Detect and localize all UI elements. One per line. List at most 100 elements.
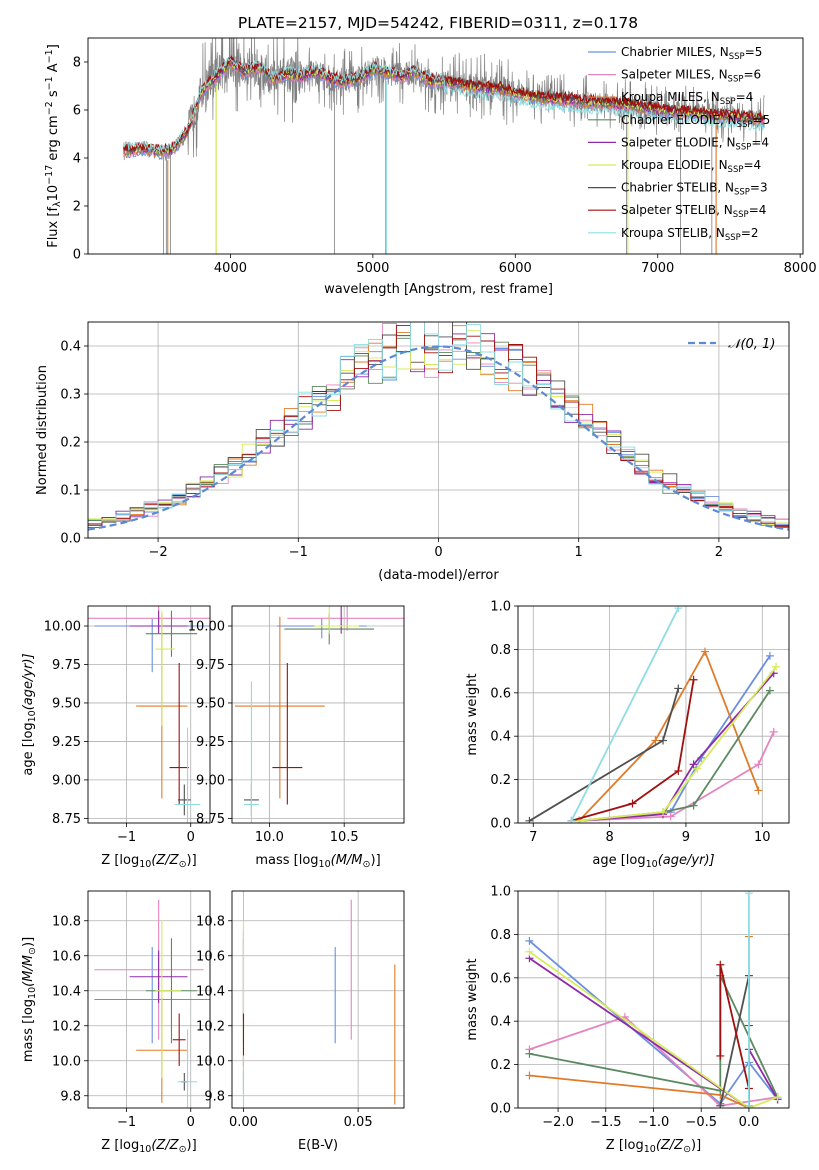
series-marker — [674, 606, 683, 613]
series-marker — [765, 651, 774, 660]
y-tick-label: 9.75 — [196, 658, 225, 673]
series-marker — [659, 736, 668, 745]
series-line — [570, 607, 680, 822]
error-bar-point — [276, 618, 367, 639]
x-tick-label: −2 — [149, 545, 168, 560]
error-bar-point — [129, 950, 188, 1003]
series-marker — [716, 1101, 725, 1108]
error-bar-point — [174, 727, 201, 823]
error-bar-point — [177, 1029, 198, 1108]
spectrum-panel: 4000 5000 6000 7000 8000 0 2 4 6 8 Chabrier MILES,… — [44, 37, 817, 297]
x-axis-label: Z [log10(Z/Z⊙)] — [606, 1138, 701, 1155]
series-marker — [659, 808, 668, 817]
y-tick-label: 10.0 — [196, 1054, 225, 1069]
series-line — [529, 936, 750, 1108]
series-marker — [567, 816, 576, 823]
error-bar-point — [243, 681, 259, 823]
y-tick-label: 10.4 — [52, 984, 81, 999]
y-tick-label: 4 — [73, 152, 81, 167]
age-vs-mass-panel: 10.0 10.5 8.75 9.00 9.25 9.50 9.75 10.00 mass [l… — [188, 605, 405, 870]
series-marker — [674, 684, 683, 693]
series-line — [528, 940, 779, 1106]
y-tick-label: 10.2 — [196, 1019, 225, 1034]
y-tick-label: 0.4 — [60, 340, 81, 355]
series-marker — [689, 801, 698, 810]
axes-frame — [87, 890, 211, 1109]
y-axis-label: mass weight — [465, 958, 480, 1040]
error-bar-point — [155, 610, 175, 727]
series-marker — [701, 647, 710, 656]
y-tick-label: 9.8 — [204, 1089, 225, 1104]
plot-area — [94, 899, 210, 1108]
residual-histogram-panel: −2 −1 0 1 2 0.0 0.1 0.2 0.3 0.4 𝒩(0, 1) (data-model… — [35, 321, 790, 583]
mass-weight-vs-metallicity-panel: −2.0 −1.5 −1.0 −0.5 0.0 0.0 0.2 0.4 0.6 0.8 1.0 Z [… — [465, 885, 790, 1155]
x-tick-label: 8 — [605, 830, 613, 845]
y-tick-label: 0.4 — [490, 1015, 511, 1030]
series-marker — [525, 816, 534, 823]
axes-frame — [87, 321, 790, 539]
series-marker — [744, 891, 753, 898]
y-tick-label: 8.75 — [196, 812, 225, 827]
y-tick-label: 10.8 — [196, 914, 225, 929]
legend-label: Chabrier MILES, NSSP=5 — [621, 45, 762, 62]
y-axis-label: Flux [fλ10−17 erg cm−2 s−1 A−1] — [44, 44, 63, 248]
x-tick-label: −1 — [117, 1115, 136, 1130]
x-tick-label: 10 — [754, 830, 771, 845]
axes-frame — [87, 605, 211, 824]
error-bar-point — [177, 784, 191, 816]
x-tick-label: 1 — [575, 545, 583, 560]
x-tick-label: 0.0 — [739, 1115, 760, 1130]
error-bar-point — [326, 606, 357, 634]
mass-weight-series — [744, 891, 753, 1108]
y-tick-label: 9.25 — [52, 735, 81, 750]
y-axis-label: age [log10(age/yr)] — [21, 653, 38, 775]
y-tick-label: 6 — [73, 104, 81, 119]
y-tick-label: 0.2 — [490, 773, 511, 788]
series-marker — [666, 812, 675, 821]
series-line — [579, 672, 775, 822]
y-tick-label: 0.2 — [60, 436, 81, 451]
figure-title: PLATE=2157, MJD=54242, FIBERID=0311, z=0… — [238, 14, 638, 32]
y-tick-label: 9.25 — [196, 735, 225, 750]
y-tick-label: 0.4 — [490, 730, 511, 745]
legend-label: Kroupa STELIB, NSSP=2 — [621, 226, 759, 243]
y-tick-label: 10.00 — [188, 620, 225, 635]
x-tick-label: −1 — [117, 830, 136, 845]
mass-weight-series — [525, 684, 683, 823]
y-axis-label: mass weight — [465, 673, 480, 755]
y-tick-label: 1.0 — [490, 885, 511, 900]
y-tick-label: 8.75 — [52, 812, 81, 827]
y-tick-label: 0 — [73, 248, 81, 263]
y-tick-label: 10.6 — [196, 949, 225, 964]
series-marker — [765, 686, 774, 695]
axes-frame — [87, 37, 804, 255]
y-tick-label: 2 — [73, 200, 81, 215]
y-tick-label: 0.6 — [490, 971, 511, 986]
x-axis-label: Z [log10(Z/Z⊙)] — [101, 1138, 196, 1155]
plot-area — [234, 606, 404, 823]
x-tick-label: −0.5 — [685, 1115, 717, 1130]
series-line — [579, 666, 777, 822]
y-tick-label: 10.2 — [52, 1019, 81, 1034]
series-marker — [716, 1051, 725, 1060]
y-tick-label: 10.00 — [44, 620, 81, 635]
series-marker — [769, 727, 778, 736]
x-tick-label: 6000 — [499, 261, 532, 276]
x-tick-label: −2.0 — [542, 1115, 574, 1130]
y-tick-label: 9.00 — [196, 773, 225, 788]
series-marker — [525, 947, 534, 956]
x-axis-label: wavelength [Angstrom, rest frame] — [324, 282, 553, 297]
x-tick-label: 10.0 — [255, 830, 284, 845]
x-tick-label: 7 — [529, 830, 537, 845]
y-tick-label: 0.6 — [490, 686, 511, 701]
normal-curve — [88, 345, 789, 531]
legend-label: Salpeter MILES, NSSP=6 — [621, 68, 761, 85]
legend-label: 𝒩(0, 1) — [728, 337, 775, 352]
series-marker — [754, 760, 763, 769]
y-tick-label: 0.2 — [490, 1058, 511, 1073]
axes-frame — [517, 890, 790, 1109]
mass-weight-series — [575, 662, 781, 823]
series-marker — [689, 675, 698, 684]
series-marker — [628, 799, 637, 808]
legend-label: Kroupa ELODIE, NSSP=4 — [621, 158, 761, 175]
